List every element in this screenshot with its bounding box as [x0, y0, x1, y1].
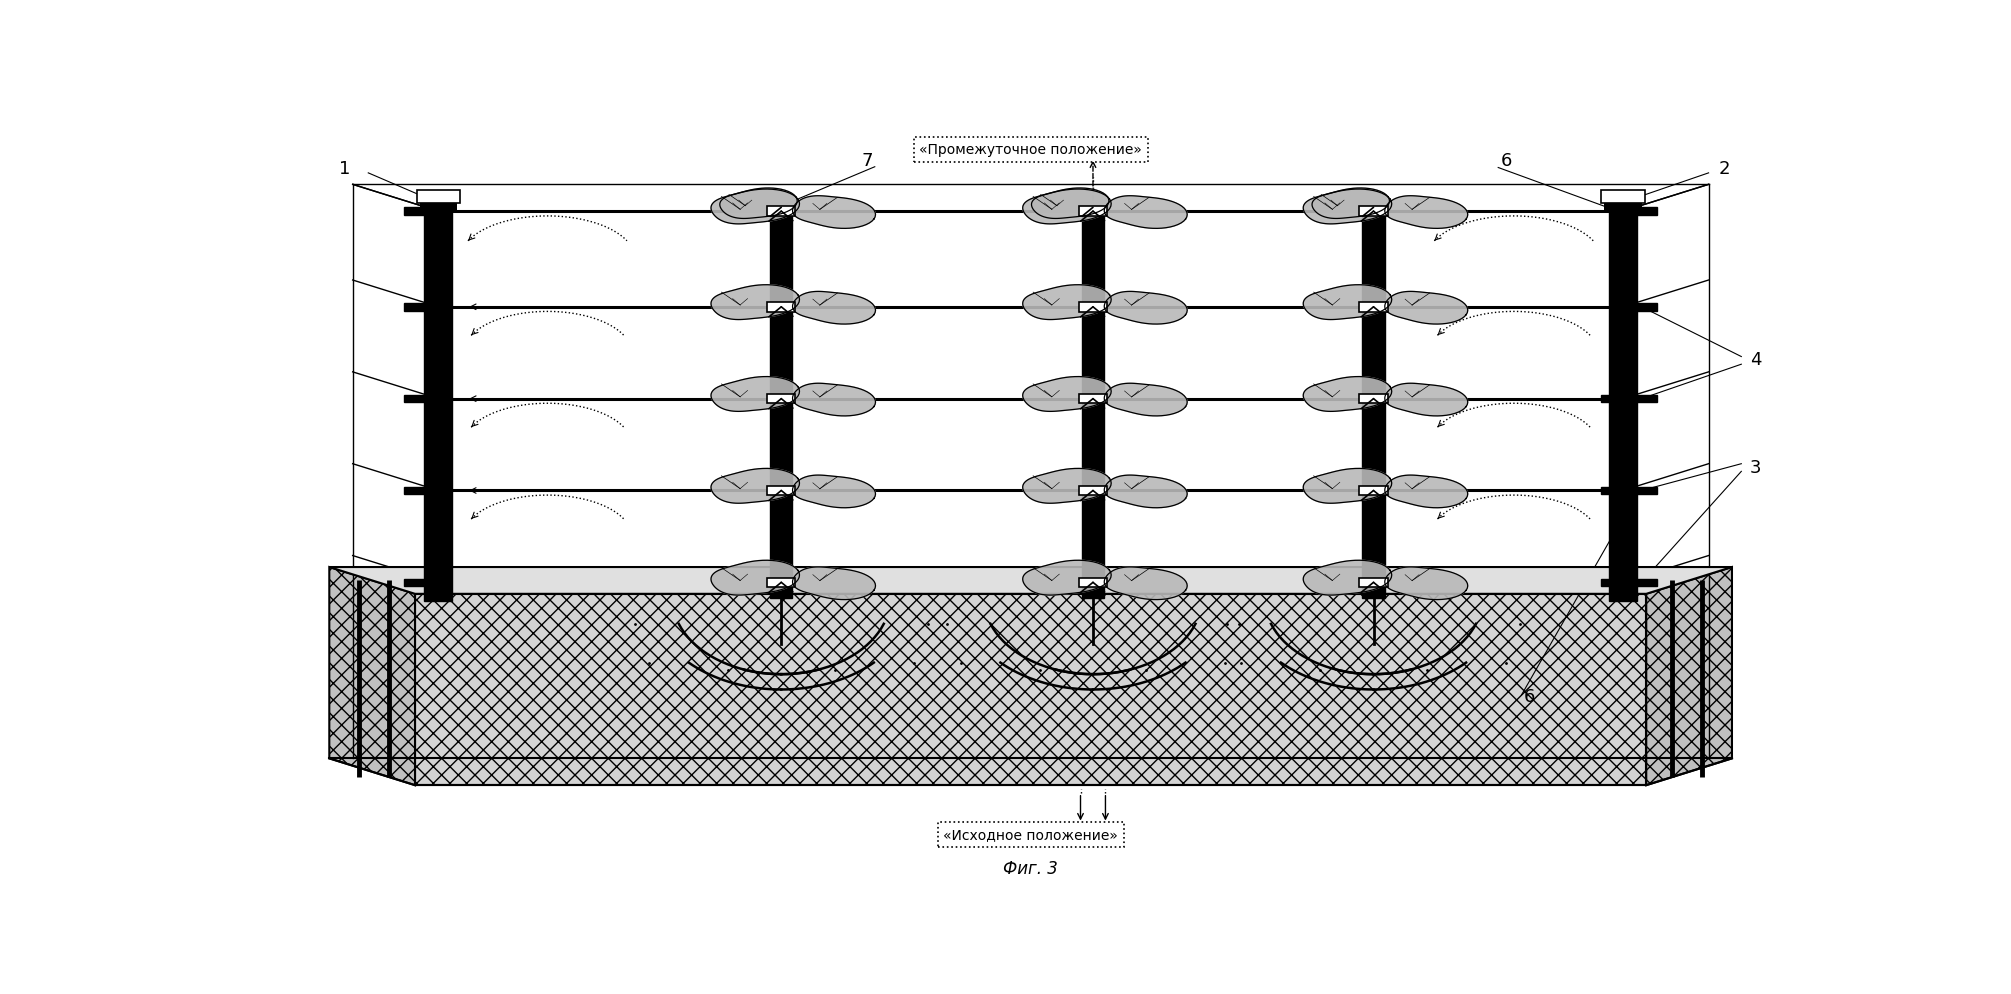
Bar — [1637, 303, 1657, 310]
Bar — [1637, 395, 1657, 403]
Text: 6: 6 — [1524, 688, 1534, 706]
Bar — [768, 486, 794, 495]
Bar — [1080, 394, 1106, 404]
Bar — [770, 208, 792, 597]
Polygon shape — [414, 593, 1647, 785]
Text: 1: 1 — [340, 160, 350, 178]
Polygon shape — [1024, 189, 1112, 224]
Polygon shape — [1032, 188, 1108, 219]
Polygon shape — [1024, 561, 1112, 595]
Polygon shape — [1303, 284, 1392, 319]
Bar — [1359, 302, 1388, 312]
Bar — [1359, 578, 1388, 587]
Polygon shape — [330, 567, 414, 785]
Polygon shape — [1024, 377, 1112, 412]
Polygon shape — [1303, 189, 1392, 224]
Polygon shape — [1024, 468, 1112, 503]
Bar — [416, 190, 461, 204]
Polygon shape — [1303, 377, 1392, 412]
Polygon shape — [1303, 561, 1392, 595]
Polygon shape — [1386, 475, 1468, 508]
Polygon shape — [1311, 188, 1390, 219]
Polygon shape — [1104, 384, 1186, 415]
Bar — [404, 208, 424, 215]
Bar — [768, 302, 794, 312]
Bar — [1080, 486, 1106, 495]
Bar — [404, 579, 424, 586]
Bar — [768, 578, 794, 587]
Polygon shape — [1104, 567, 1186, 599]
Polygon shape — [1024, 284, 1112, 319]
Text: 3: 3 — [1750, 458, 1762, 476]
Bar — [768, 207, 794, 216]
Bar — [1359, 486, 1388, 495]
Bar — [424, 200, 452, 601]
Bar — [1637, 579, 1657, 586]
Bar — [1359, 207, 1388, 216]
Polygon shape — [1386, 384, 1468, 415]
Text: 7: 7 — [861, 152, 873, 170]
Polygon shape — [1104, 475, 1186, 508]
Polygon shape — [792, 475, 875, 508]
Polygon shape — [1386, 196, 1468, 229]
Bar — [1080, 207, 1106, 216]
Bar — [1361, 208, 1386, 597]
Polygon shape — [712, 189, 800, 224]
Text: «Исходное положение»: «Исходное положение» — [943, 828, 1118, 842]
Bar — [1359, 394, 1388, 404]
Bar — [1601, 395, 1617, 403]
Bar — [1082, 208, 1104, 597]
Bar — [1080, 578, 1106, 587]
Bar — [420, 201, 456, 213]
Polygon shape — [1303, 468, 1392, 503]
Bar — [1601, 190, 1645, 204]
Bar — [1601, 579, 1617, 586]
Polygon shape — [330, 567, 1731, 593]
Polygon shape — [712, 561, 800, 595]
Bar — [1605, 201, 1641, 213]
Polygon shape — [1647, 567, 1731, 785]
Polygon shape — [792, 384, 875, 415]
Polygon shape — [720, 188, 796, 219]
Bar — [1637, 208, 1657, 215]
Text: 6: 6 — [1500, 152, 1512, 170]
Polygon shape — [1386, 291, 1468, 324]
Text: Фиг. 3: Фиг. 3 — [1003, 861, 1058, 879]
Bar — [1637, 487, 1657, 494]
Bar — [1080, 302, 1106, 312]
Polygon shape — [712, 468, 800, 503]
Polygon shape — [792, 291, 875, 324]
Bar — [1601, 487, 1617, 494]
Bar — [404, 487, 424, 494]
Bar — [768, 394, 794, 404]
Polygon shape — [1104, 196, 1186, 229]
Polygon shape — [712, 377, 800, 412]
Polygon shape — [792, 196, 875, 229]
Bar — [404, 303, 424, 310]
Text: 4: 4 — [1750, 351, 1762, 370]
Bar — [404, 395, 424, 403]
Text: 2: 2 — [1719, 160, 1729, 178]
Polygon shape — [1386, 567, 1468, 599]
Polygon shape — [792, 567, 875, 599]
Polygon shape — [712, 284, 800, 319]
Bar — [1609, 200, 1637, 601]
Polygon shape — [1104, 291, 1186, 324]
Text: «Промежуточное положение»: «Промежуточное положение» — [919, 143, 1142, 157]
